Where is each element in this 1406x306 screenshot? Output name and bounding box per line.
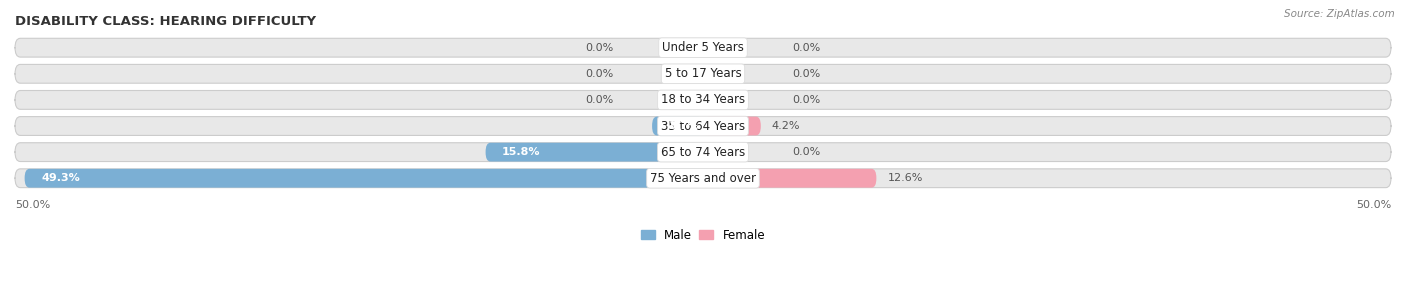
Text: 0.0%: 0.0% bbox=[585, 43, 613, 53]
Text: Source: ZipAtlas.com: Source: ZipAtlas.com bbox=[1284, 9, 1395, 19]
FancyBboxPatch shape bbox=[703, 117, 761, 136]
FancyBboxPatch shape bbox=[15, 64, 1391, 83]
Text: Under 5 Years: Under 5 Years bbox=[662, 41, 744, 54]
FancyBboxPatch shape bbox=[703, 169, 876, 188]
Text: 4.2%: 4.2% bbox=[772, 121, 800, 131]
Text: 0.0%: 0.0% bbox=[793, 95, 821, 105]
Text: 12.6%: 12.6% bbox=[887, 173, 922, 183]
Text: 3.7%: 3.7% bbox=[669, 121, 699, 131]
FancyBboxPatch shape bbox=[25, 169, 703, 188]
FancyBboxPatch shape bbox=[15, 91, 1391, 109]
Text: 49.3%: 49.3% bbox=[41, 173, 80, 183]
Text: 0.0%: 0.0% bbox=[585, 95, 613, 105]
Text: 50.0%: 50.0% bbox=[15, 200, 51, 210]
Text: 18 to 34 Years: 18 to 34 Years bbox=[661, 93, 745, 106]
Text: 0.0%: 0.0% bbox=[793, 69, 821, 79]
FancyBboxPatch shape bbox=[15, 143, 1391, 162]
Text: 35 to 64 Years: 35 to 64 Years bbox=[661, 120, 745, 132]
FancyBboxPatch shape bbox=[652, 117, 703, 136]
Text: 0.0%: 0.0% bbox=[793, 43, 821, 53]
FancyBboxPatch shape bbox=[15, 117, 1391, 136]
Text: 5 to 17 Years: 5 to 17 Years bbox=[665, 67, 741, 80]
FancyBboxPatch shape bbox=[485, 143, 703, 162]
Text: 75 Years and over: 75 Years and over bbox=[650, 172, 756, 185]
Text: 65 to 74 Years: 65 to 74 Years bbox=[661, 146, 745, 159]
FancyBboxPatch shape bbox=[15, 38, 1391, 57]
Text: DISABILITY CLASS: HEARING DIFFICULTY: DISABILITY CLASS: HEARING DIFFICULTY bbox=[15, 15, 316, 28]
Text: 15.8%: 15.8% bbox=[502, 147, 540, 157]
Text: 50.0%: 50.0% bbox=[1355, 200, 1391, 210]
Legend: Male, Female: Male, Female bbox=[636, 224, 770, 246]
Text: 0.0%: 0.0% bbox=[793, 147, 821, 157]
FancyBboxPatch shape bbox=[15, 169, 1391, 188]
Text: 0.0%: 0.0% bbox=[585, 69, 613, 79]
